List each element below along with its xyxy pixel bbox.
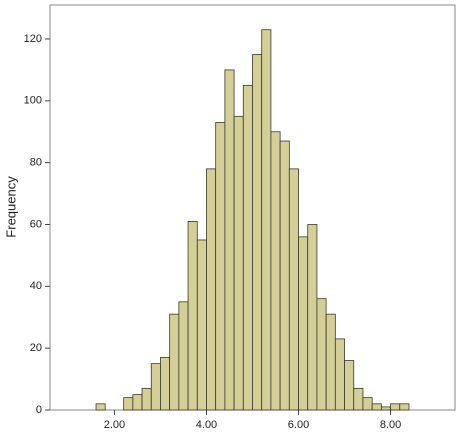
bar (132, 394, 143, 411)
bar (334, 338, 345, 411)
bar (187, 221, 198, 411)
bar (307, 224, 318, 411)
bar (353, 387, 364, 411)
bar (242, 84, 253, 411)
bar (390, 403, 401, 411)
bar (298, 236, 309, 411)
bar (371, 403, 382, 411)
bar (270, 131, 281, 411)
bar (362, 397, 373, 411)
x-tick-label: 2.00 (104, 419, 125, 431)
y-tick-label: 80 (30, 157, 42, 169)
bar (141, 387, 152, 411)
bar (169, 313, 180, 411)
bar (316, 298, 327, 411)
bar (261, 29, 272, 411)
y-tick-label: 0 (36, 404, 42, 416)
bar (279, 140, 290, 411)
y-tick-label: 120 (24, 33, 42, 45)
x-tick-label: 6.00 (288, 419, 309, 431)
y-tick-label: 60 (30, 218, 42, 230)
bar (399, 403, 410, 411)
bar (196, 239, 207, 411)
bar (206, 168, 217, 411)
bar (178, 301, 189, 411)
y-tick-label: 20 (30, 342, 42, 354)
y-axis-title: Frequency (3, 176, 18, 238)
bar (215, 122, 226, 411)
bar (233, 115, 244, 411)
x-tick-label: 4.00 (196, 419, 217, 431)
bar (224, 69, 235, 411)
bar (252, 54, 263, 411)
y-tick-label: 40 (30, 280, 42, 292)
bar (325, 313, 336, 411)
bar (344, 360, 355, 411)
y-tick-label: 100 (24, 95, 42, 107)
bar (288, 168, 299, 411)
bar (380, 406, 391, 411)
bar (160, 357, 171, 411)
bar (95, 403, 106, 411)
bar (150, 363, 161, 411)
x-tick-label: 8.00 (380, 419, 401, 431)
bar (123, 397, 134, 411)
